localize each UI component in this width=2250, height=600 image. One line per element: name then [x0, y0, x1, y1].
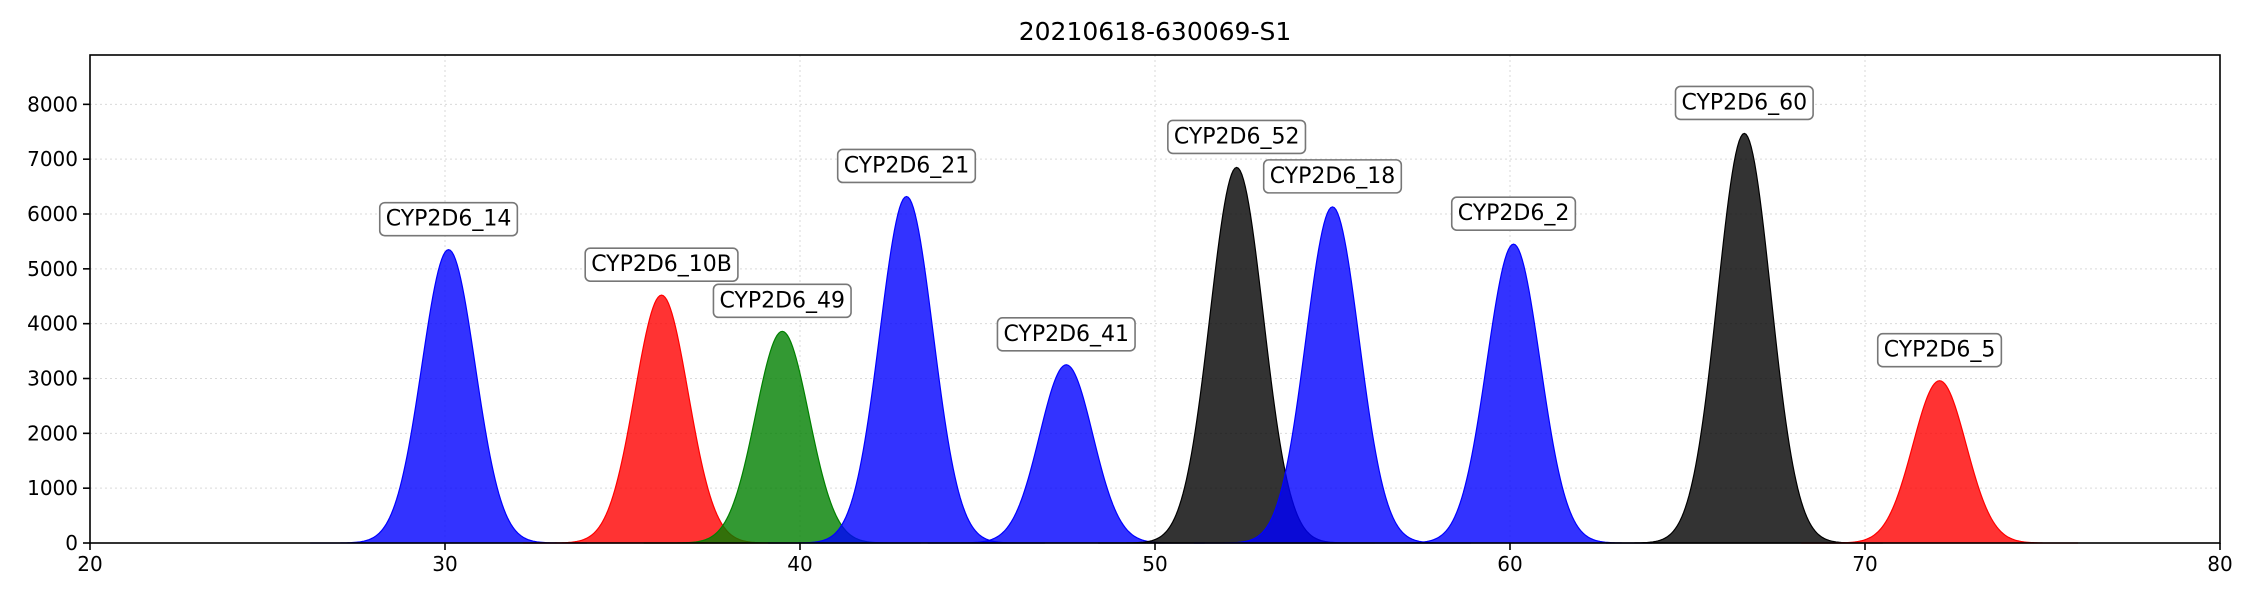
peak-label-cyp2d6_10b: CYP2D6_10B [584, 247, 739, 282]
peak-label-text: CYP2D6_21 [844, 153, 970, 178]
peak-label-box [1167, 119, 1307, 155]
y-tick-label: 1000 [27, 476, 78, 500]
x-tick-label: 80 [2207, 552, 2232, 576]
peak-label-box [584, 247, 739, 282]
axis-layer: 20 30 40 50 60 70 80 0 1000 2000 3000 4000 5000 6000 7… [27, 54, 2233, 576]
peak-label-text: CYP2D6_5 [1884, 338, 1996, 363]
peak-label-cyp2d6_2: CYP2D6_2 [1450, 196, 1577, 231]
peak-label-box [836, 148, 977, 184]
peak-label-box [1450, 196, 1577, 231]
peak-area-cyp2d6_14 [310, 249, 587, 544]
y-tick-label: 4000 [27, 312, 78, 336]
peak-label-text: CYP2D6_52 [1174, 124, 1300, 149]
x-tick-label: 40 [787, 552, 812, 576]
peak-label-box [378, 201, 519, 237]
peak-label-box [1876, 332, 2003, 368]
chart-title: 20210618-630069-S1 [1019, 17, 1292, 46]
peak-label-cyp2d6_21: CYP2D6_21 [836, 148, 977, 184]
peak-area-cyp2d6_2 [1375, 243, 1652, 544]
label-layer: CYP2D6_14 CYP2D6_10B CYP2D6_49 CYP2D6_21 CYP… [378, 85, 2003, 368]
peak-label-cyp2d6_41: CYP2D6_41 [996, 316, 1136, 352]
peak-label-box [996, 316, 1136, 352]
peak-label-text: CYP2D6_2 [1458, 201, 1570, 226]
y-tick-label: 7000 [27, 147, 78, 171]
peak-label-cyp2d6_60: CYP2D6_60 [1674, 85, 1814, 121]
peak-label-cyp2d6_18: CYP2D6_18 [1262, 159, 1403, 194]
x-tick-label: 70 [1852, 552, 1877, 576]
y-tick-label: 3000 [27, 367, 78, 391]
peak-label-box [1674, 85, 1814, 121]
peak-label-cyp2d6_5: CYP2D6_5 [1876, 332, 2003, 368]
peak-label-text: CYP2D6_18 [1270, 164, 1396, 189]
y-tick-label: 5000 [27, 257, 78, 281]
peak-label-text: CYP2D6_49 [719, 288, 845, 313]
peak-label-box [712, 283, 852, 319]
y-tick-label: 2000 [27, 421, 78, 445]
y-tick-label: 8000 [27, 92, 78, 116]
x-tick-label: 30 [432, 552, 457, 576]
y-tick-label: 6000 [27, 202, 78, 226]
peak-label-text: CYP2D6_10B [591, 252, 732, 277]
peak-area-cyp2d6_5 [1801, 380, 2078, 544]
peak-label-text: CYP2D6_41 [1003, 322, 1129, 347]
peak-label-cyp2d6_49: CYP2D6_49 [712, 283, 852, 319]
peak-area-cyp2d6_60 [1605, 132, 1883, 544]
peak-label-text: CYP2D6_14 [386, 207, 512, 232]
y-tick-label: 0 [65, 531, 78, 555]
peak-label-text: CYP2D6_60 [1681, 90, 1807, 115]
peak-label-cyp2d6_52: CYP2D6_52 [1167, 119, 1307, 155]
peak-area-cyp2d6_41 [927, 364, 1205, 544]
area-layer [310, 132, 2078, 544]
x-tick-label: 60 [1497, 552, 1522, 576]
peak-label-cyp2d6_14: CYP2D6_14 [378, 201, 519, 237]
peak-label-box [1262, 159, 1403, 194]
x-tick-label: 20 [77, 552, 102, 576]
x-tick-label: 50 [1142, 552, 1167, 576]
